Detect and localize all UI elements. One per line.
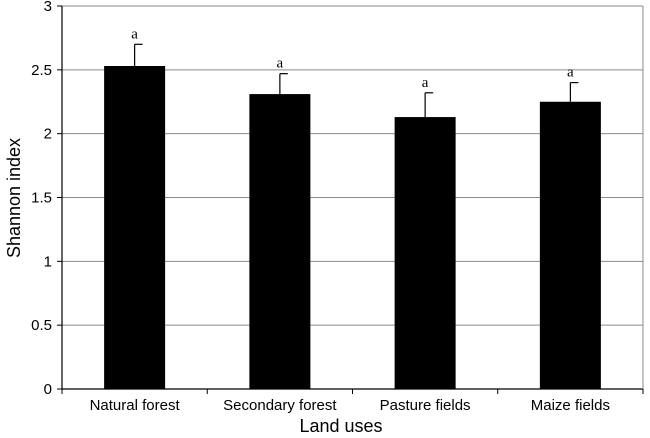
error-bars-group xyxy=(134,43,579,118)
x-axis-title: Land uses xyxy=(299,416,382,436)
y-tick-label: 0.5 xyxy=(31,317,52,334)
bars-group xyxy=(104,66,601,390)
y-tick-label: 2.5 xyxy=(31,62,52,79)
x-tick-labels: Natural forest Secondary forest Pasture fi… xyxy=(90,397,610,414)
x-tick-label: Secondary forest xyxy=(223,397,337,414)
significance-label: a xyxy=(567,65,574,81)
significance-labels-group: a a a a xyxy=(131,26,574,91)
y-tick-label: 3 xyxy=(44,0,52,15)
x-tick-label: Natural forest xyxy=(90,397,181,414)
axes xyxy=(57,5,644,394)
significance-label: a xyxy=(277,56,284,72)
significance-label: a xyxy=(422,75,429,91)
y-axis-title: Shannon index xyxy=(4,138,24,258)
y-tick-label: 2 xyxy=(44,126,52,143)
bar xyxy=(539,101,601,389)
y-tick-labels: 0 0.5 1 1.5 2 2.5 3 xyxy=(31,0,52,398)
y-tick-label: 1.5 xyxy=(31,190,52,207)
bar xyxy=(104,66,166,390)
significance-label: a xyxy=(131,26,138,42)
bar xyxy=(249,94,311,389)
y-tick-label: 1 xyxy=(44,253,52,270)
y-tick-label: 0 xyxy=(44,381,52,398)
bar xyxy=(394,117,456,389)
x-tick-label: Pasture fields xyxy=(380,397,471,414)
x-tick-label: Maize fields xyxy=(531,397,610,414)
